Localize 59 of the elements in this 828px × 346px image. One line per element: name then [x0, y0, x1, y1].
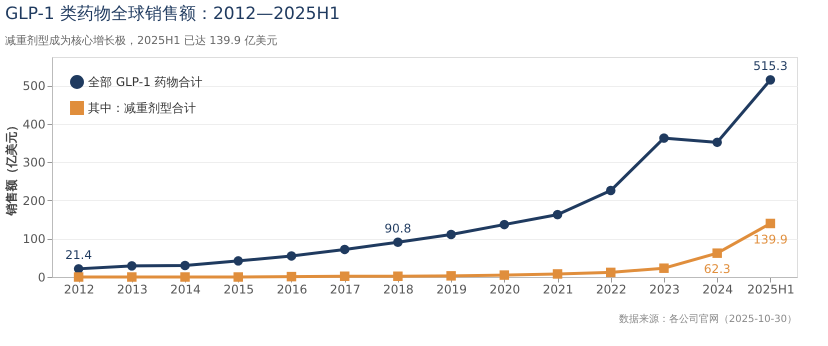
point [766, 218, 776, 228]
point [712, 138, 722, 148]
x-tick-label: 2024 [702, 282, 733, 296]
point [500, 270, 510, 280]
y-tick-label: 500 [22, 79, 46, 94]
chart-subtitle: 减重剂型成为核心增长极，2025H1 已达 139.9 亿美元 [5, 34, 278, 47]
y-tick-label: 100 [22, 232, 46, 246]
x-tick-label: 2017 [330, 282, 360, 296]
point [393, 271, 403, 281]
data-label: 90.8 [384, 221, 412, 236]
x-tick-label: 2025H1 [747, 282, 794, 296]
x-tick-label: 2020 [490, 282, 520, 296]
point [234, 272, 243, 282]
point [552, 269, 562, 279]
point [766, 75, 776, 85]
y-tick-label: 400 [22, 117, 46, 132]
legend-label: 全部 GLP-1 药物合计 [88, 75, 203, 89]
point [127, 261, 137, 271]
x-tick-label: 2023 [649, 282, 680, 296]
y-tick-label: 0 [38, 270, 46, 284]
source-note: 数据来源：各公司官网（2025-10-30） [618, 313, 797, 325]
x-tick-label: 2013 [117, 282, 148, 296]
point [500, 220, 510, 230]
x-tick-label: 2019 [436, 282, 467, 296]
y-tick-label: 200 [22, 194, 46, 208]
x-tick-label: 2022 [596, 282, 627, 296]
point [393, 238, 403, 247]
point [180, 272, 190, 282]
x-tick-label: 2014 [170, 282, 201, 296]
y-tick-label: 300 [22, 156, 46, 170]
point [286, 272, 296, 282]
point [606, 268, 616, 278]
data-label: 62.3 [704, 262, 731, 276]
data-label: 515.3 [753, 58, 788, 73]
y-axis-title: 销售额（亿美元） [4, 120, 19, 216]
point [74, 264, 84, 274]
chart-title: GLP-1 类药物全球销售额：2012—2025H1 [5, 4, 340, 24]
point [659, 263, 669, 273]
data-label: 139.9 [753, 232, 788, 246]
x-tick-label: 2016 [276, 282, 308, 296]
point [74, 272, 84, 282]
point [712, 248, 722, 258]
point [180, 260, 190, 270]
point [286, 251, 296, 261]
legend-label: 其中：减重剂型合计 [88, 101, 196, 115]
point [552, 210, 562, 220]
point [446, 271, 456, 281]
point [340, 271, 350, 281]
x-tick-label: 2012 [64, 282, 94, 296]
point [606, 186, 616, 196]
point [234, 256, 243, 266]
point [446, 230, 456, 240]
x-tick-label: 2015 [223, 282, 254, 296]
point [340, 244, 350, 254]
data-label: 21.4 [65, 248, 92, 262]
point [659, 133, 669, 143]
point [127, 272, 137, 282]
x-tick-label: 2018 [383, 282, 414, 296]
x-tick-label: 2021 [542, 282, 574, 296]
